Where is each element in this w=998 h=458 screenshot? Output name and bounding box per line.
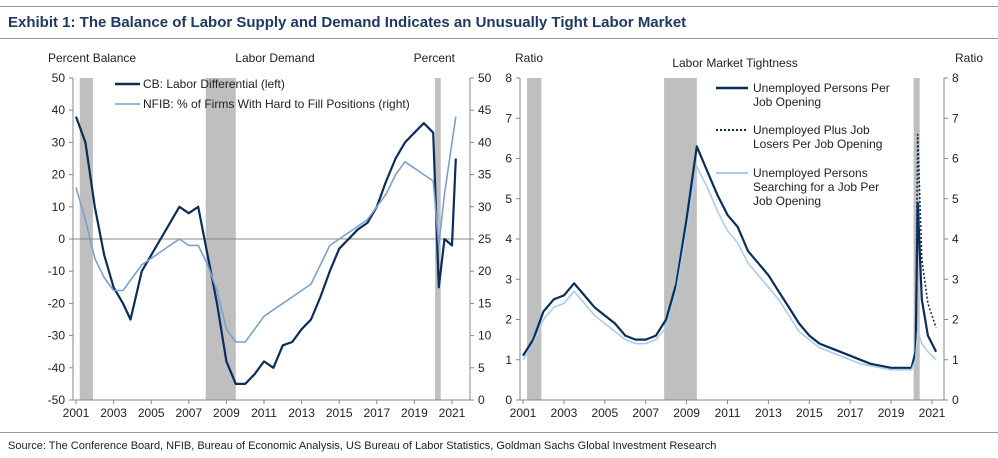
x-tick-label: 2021 (439, 406, 466, 420)
y2-tick-label: 3 (952, 272, 959, 286)
y2-tick-label: 40 (478, 135, 492, 149)
y-tick-label: 0 (505, 393, 512, 407)
series-line (74, 116, 457, 385)
x-tick-label: 2017 (837, 406, 864, 420)
y2-tick-label: 1 (952, 353, 959, 367)
chart-title: Labor Demand (235, 51, 314, 65)
x-tick-label: 2011 (715, 406, 741, 420)
source-rule (0, 432, 998, 433)
y2-tick-label: 2 (952, 313, 959, 327)
y-tick-label: 5 (505, 192, 512, 206)
top-rule (0, 6, 998, 7)
y2-tick-label: 0 (952, 393, 959, 407)
series-line (522, 165, 937, 371)
y2-tick-label: 50 (478, 71, 492, 85)
y-axis-label: Ratio (515, 51, 543, 65)
y2-tick-label: 0 (478, 393, 485, 407)
x-tick-label: 2021 (919, 406, 946, 420)
y-tick-label: -40 (48, 361, 66, 375)
x-tick-label: 2013 (288, 406, 315, 420)
y-tick-label: 4 (505, 232, 512, 246)
x-tick-label: 2003 (100, 406, 127, 420)
x-tick-label: 2015 (326, 406, 353, 420)
x-tick-label: 2005 (138, 406, 165, 420)
series-line (914, 133, 937, 352)
x-tick-label: 2015 (796, 406, 823, 420)
y-tick-label: 1 (505, 353, 512, 367)
x-tick-label: 2017 (363, 406, 390, 420)
y-tick-label: 0 (58, 232, 65, 246)
y2-tick-label: 35 (478, 168, 492, 182)
y-tick-label: 2 (505, 313, 512, 327)
y2-tick-label: 20 (478, 264, 492, 278)
x-tick-label: 2019 (878, 406, 905, 420)
y2-axis-label: Ratio (955, 51, 983, 65)
y-tick-label: 6 (505, 152, 512, 166)
y-tick-label: 40 (52, 103, 66, 117)
y2-tick-label: 8 (952, 71, 959, 85)
legend-label: Unemployed Plus Job Losers Per Job Openin… (753, 123, 882, 151)
legend-label: Unemployed Persons Per Job Opening (753, 81, 890, 109)
y2-axis-label: Percent (414, 51, 456, 65)
series-line (522, 145, 938, 369)
title-rule (0, 38, 998, 39)
x-tick-label: 2003 (551, 406, 578, 420)
y2-tick-label: 45 (478, 103, 492, 117)
x-tick-label: 2001 (510, 406, 537, 420)
y-tick-label: 20 (52, 168, 66, 182)
y-tick-label: 7 (505, 111, 512, 125)
x-tick-label: 2005 (591, 406, 618, 420)
x-tick-label: 2009 (673, 406, 700, 420)
y2-tick-label: 5 (952, 192, 959, 206)
y-tick-label: 10 (52, 200, 66, 214)
legend-label: Unemployed Persons Searching for a Job Pe… (753, 166, 879, 208)
y-tick-label: 8 (505, 71, 512, 85)
x-tick-label: 2009 (213, 406, 240, 420)
y-tick-label: -30 (48, 329, 66, 343)
y2-tick-label: 6 (952, 152, 959, 166)
y2-tick-label: 4 (952, 232, 959, 246)
legend-label: NFIB: % of Firms With Hard to Fill Posit… (143, 97, 410, 111)
legend-label: CB: Labor Differential (left) (143, 77, 285, 91)
y-tick-label: 50 (52, 71, 66, 85)
series-line (75, 116, 457, 343)
x-tick-label: 2001 (63, 406, 90, 420)
x-tick-label: 2011 (251, 406, 277, 420)
y2-tick-label: 15 (478, 296, 492, 310)
recession-bar (664, 78, 697, 400)
x-tick-label: 2007 (175, 406, 202, 420)
y-tick-label: -20 (48, 296, 66, 310)
y2-tick-label: 7 (952, 111, 959, 125)
x-tick-label: 2013 (755, 406, 782, 420)
x-tick-label: 2019 (401, 406, 428, 420)
y-tick-label: 3 (505, 272, 512, 286)
y2-tick-label: 30 (478, 200, 492, 214)
y2-tick-label: 25 (478, 232, 492, 246)
y-axis-label: Percent Balance (48, 51, 136, 65)
y2-tick-label: 10 (478, 329, 492, 343)
y-tick-label: -50 (48, 393, 66, 407)
exhibit-title: Exhibit 1: The Balance of Labor Supply a… (8, 14, 687, 31)
source-note: Source: The Conference Board, NFIB, Bure… (8, 440, 717, 452)
x-tick-label: 2007 (632, 406, 659, 420)
y2-tick-label: 5 (478, 361, 485, 375)
y-tick-label: -10 (48, 264, 66, 278)
recession-bar (527, 78, 542, 400)
y-tick-label: 30 (52, 135, 66, 149)
chart-title: Labor Market Tightness (672, 56, 797, 70)
